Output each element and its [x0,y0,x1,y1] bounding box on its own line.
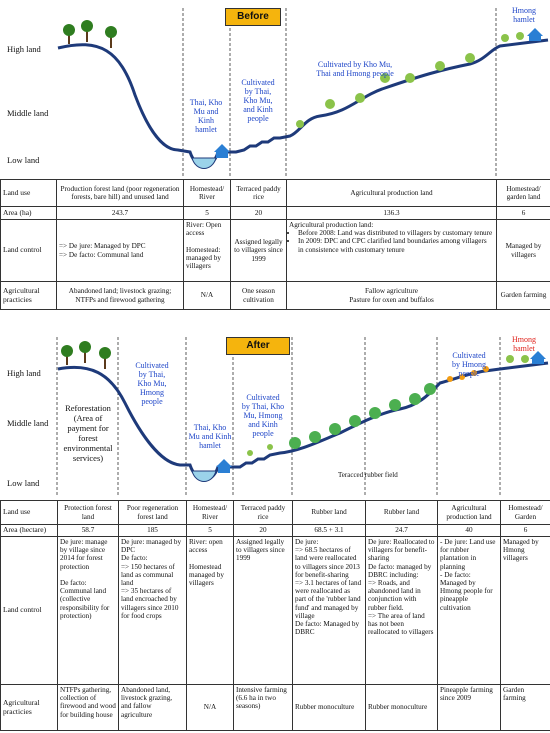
before-row-land-control: Land control => De jure: Managed by DPC =… [0,219,550,282]
after-house-icon [216,459,232,473]
before-trees [63,20,524,128]
terraced-rubber-label: Teracced rubber field [338,471,398,479]
after-row-land-use: Land use Protection forest land Poor reg… [0,500,550,525]
after-landscape [56,337,549,497]
after-axis-low-land: Low land [7,478,40,488]
after-cultivated-forest-label: Cultivated by Thai, Kho Mu, Hmong people [135,361,169,406]
before-row-practices: Agricultural practicies Abandoned land; … [0,281,550,310]
after-trees [61,341,529,456]
after-axis-high-land: High land [7,368,41,378]
before-thai-hamlet-label: Thai, Kho Mu and Kinh hamlet [189,98,223,134]
before-hmong-hamlet-label: Hmong hamlet [512,6,536,24]
before-table: Land use Production forest land (poor re… [0,179,550,310]
before-row-area: Area (ha) 243.7 5 20 136.3 6 [0,206,550,220]
before-house-icon [214,144,230,158]
after-hmong-house-icon [530,351,546,364]
after-row-land-control: Land control De jure: manage by village … [0,536,550,685]
after-thai-hamlet-label: Thai, Kho Mu and Kinh hamlet [188,423,232,450]
after-panel: After High land Middle land Low land Ref… [0,333,550,733]
after-hmong-hamlet-label: Hmong hamlet [512,335,536,353]
axis-high-land: High land [7,44,41,54]
axis-middle-land: Middle land [7,108,49,118]
after-row-practices: Agricultural practicies NTFPs gathering,… [0,684,550,731]
before-cultivated-terrace-label: Cultivated by Thai, Kho Mu, and Kinh people [241,78,275,123]
after-table: Land use Protection forest land Poor reg… [0,500,550,731]
after-cultivated-hmong-label: Cultivated by Hmong people [452,351,486,378]
after-title-badge: After [226,337,290,355]
before-landscape [57,8,549,178]
before-cultivated-upland-label: Cultivated by Kho Mu, Thai and Hmong peop… [316,60,394,78]
after-cultivated-terrace-label: Cultivated by Thai, Kho Mu, Hmong and Kinh p… [241,393,285,438]
axis-low-land: Low land [7,155,40,165]
before-title-badge: Before [225,8,281,26]
before-panel: Before High land Middle land Low land Hm… [0,0,550,316]
after-axis-middle-land: Middle land [7,418,49,428]
before-terrain-line [57,38,549,168]
before-hmong-house-icon [527,28,543,41]
before-row-land-use: Land use Production forest land (poor re… [0,179,550,207]
reforestation-label: Reforestation (Area of payment for forest en… [63,403,113,463]
after-row-area: Area (hectare) 58.7 185 5 20 68.5 + 3.1 … [0,524,550,537]
